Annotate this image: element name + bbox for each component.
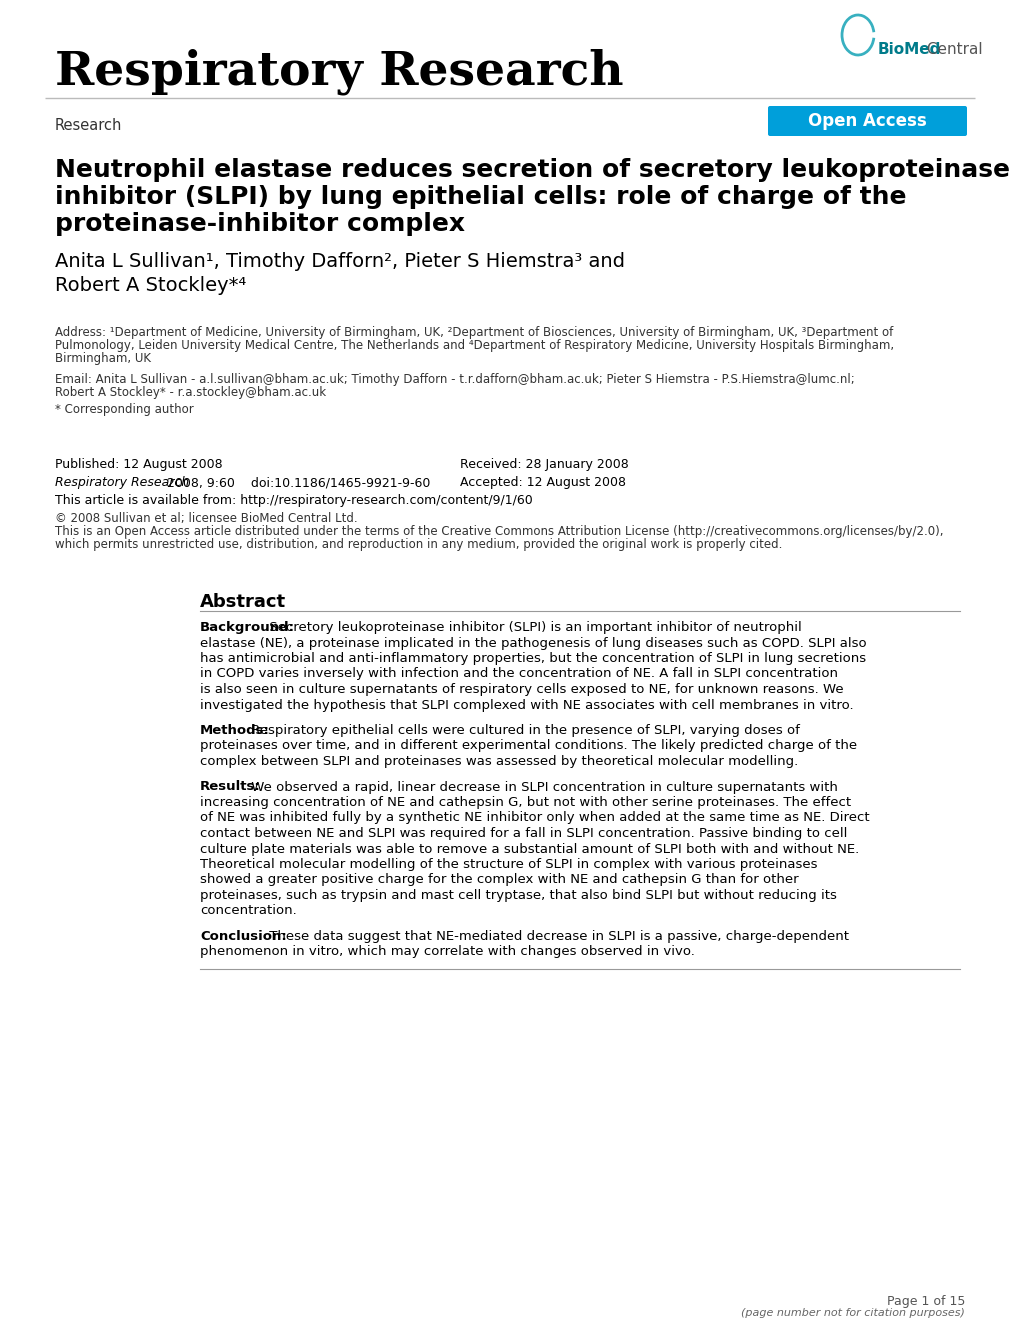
Text: Page 1 of 15: Page 1 of 15: [886, 1295, 964, 1308]
Text: Pulmonology, Leiden University Medical Centre, The Netherlands and ⁴Department o: Pulmonology, Leiden University Medical C…: [55, 339, 894, 352]
Text: Accepted: 12 August 2008: Accepted: 12 August 2008: [460, 477, 626, 489]
Text: © 2008 Sullivan et al; licensee BioMed Central Ltd.: © 2008 Sullivan et al; licensee BioMed C…: [55, 512, 358, 526]
Text: contact between NE and SLPI was required for a fall in SLPI concentration. Passi: contact between NE and SLPI was required…: [200, 828, 847, 839]
Text: Secretory leukoproteinase inhibitor (SLPI) is an important inhibitor of neutroph: Secretory leukoproteinase inhibitor (SLP…: [265, 621, 801, 634]
Text: which permits unrestricted use, distribution, and reproduction in any medium, pr: which permits unrestricted use, distribu…: [55, 538, 782, 551]
Text: concentration.: concentration.: [200, 904, 297, 918]
Text: Open Access: Open Access: [807, 113, 926, 130]
Text: Birmingham, UK: Birmingham, UK: [55, 352, 151, 365]
Text: Robert A Stockley* - r.a.stockley@bham.ac.uk: Robert A Stockley* - r.a.stockley@bham.a…: [55, 387, 326, 399]
Text: This is an Open Access article distributed under the terms of the Creative Commo: This is an Open Access article distribut…: [55, 526, 943, 538]
Text: * Corresponding author: * Corresponding author: [55, 402, 194, 416]
Text: inhibitor (SLPI) by lung epithelial cells: role of charge of the: inhibitor (SLPI) by lung epithelial cell…: [55, 185, 906, 209]
Text: elastase (NE), a proteinase implicated in the pathogenesis of lung diseases such: elastase (NE), a proteinase implicated i…: [200, 637, 866, 650]
Text: investigated the hypothesis that SLPI complexed with NE associates with cell mem: investigated the hypothesis that SLPI co…: [200, 699, 853, 711]
Text: Respiratory Research: Respiratory Research: [55, 477, 189, 489]
Text: increasing concentration of NE and cathepsin G, but not with other serine protei: increasing concentration of NE and cathe…: [200, 796, 850, 809]
Text: Respiratory epithelial cells were cultured in the presence of SLPI, varying dose: Respiratory epithelial cells were cultur…: [247, 724, 799, 737]
Text: These data suggest that NE-mediated decrease in SLPI is a passive, charge-depend: These data suggest that NE-mediated decr…: [265, 929, 848, 943]
Text: Anita L Sullivan¹, Timothy Dafforn², Pieter S Hiemstra³ and: Anita L Sullivan¹, Timothy Dafforn², Pie…: [55, 252, 625, 271]
Text: Neutrophil elastase reduces secretion of secretory leukoproteinase: Neutrophil elastase reduces secretion of…: [55, 158, 1009, 181]
Text: phenomenon in vitro, which may correlate with changes observed in vivo.: phenomenon in vitro, which may correlate…: [200, 945, 694, 959]
Text: Email: Anita L Sullivan - a.l.sullivan@bham.ac.uk; Timothy Dafforn - t.r.dafforn: Email: Anita L Sullivan - a.l.sullivan@b…: [55, 373, 854, 387]
Text: Published: 12 August 2008: Published: 12 August 2008: [55, 458, 222, 471]
Text: (page number not for citation purposes): (page number not for citation purposes): [741, 1308, 964, 1317]
Text: of NE was inhibited fully by a synthetic NE inhibitor only when added at the sam: of NE was inhibited fully by a synthetic…: [200, 812, 869, 825]
Text: Robert A Stockley*⁴: Robert A Stockley*⁴: [55, 275, 246, 295]
Text: Central: Central: [921, 42, 981, 57]
Text: in COPD varies inversely with infection and the concentration of NE. A fall in S: in COPD varies inversely with infection …: [200, 667, 838, 681]
Text: Theoretical molecular modelling of the structure of SLPI in complex with various: Theoretical molecular modelling of the s…: [200, 858, 816, 871]
FancyBboxPatch shape: [767, 106, 966, 136]
Text: This article is available from: http://respiratory-research.com/content/9/1/60: This article is available from: http://r…: [55, 494, 532, 507]
Text: We observed a rapid, linear decrease in SLPI concentration in culture supernatan: We observed a rapid, linear decrease in …: [247, 781, 838, 793]
Text: Background:: Background:: [200, 621, 294, 634]
Text: BioMed: BioMed: [877, 42, 941, 57]
Text: has antimicrobial and anti-inflammatory properties, but the concentration of SLP: has antimicrobial and anti-inflammatory …: [200, 651, 865, 665]
Text: Abstract: Abstract: [200, 593, 286, 610]
Text: Conclusion:: Conclusion:: [200, 929, 286, 943]
Text: complex between SLPI and proteinases was assessed by theoretical molecular model: complex between SLPI and proteinases was…: [200, 755, 798, 768]
Text: Respiratory Research: Respiratory Research: [55, 49, 623, 95]
Text: proteinase-inhibitor complex: proteinase-inhibitor complex: [55, 212, 465, 236]
Text: culture plate materials was able to remove a substantial amount of SLPI both wit: culture plate materials was able to remo…: [200, 842, 858, 855]
Text: proteinases over time, and in different experimental conditions. The likely pred: proteinases over time, and in different …: [200, 740, 856, 752]
Text: Research: Research: [55, 118, 122, 132]
Text: Results:: Results:: [200, 781, 261, 793]
Text: 2008, 9:60    doi:10.1186/1465-9921-9-60: 2008, 9:60 doi:10.1186/1465-9921-9-60: [163, 477, 430, 489]
Text: Methods:: Methods:: [200, 724, 270, 737]
Text: is also seen in culture supernatants of respiratory cells exposed to NE, for unk: is also seen in culture supernatants of …: [200, 683, 843, 696]
Text: Received: 28 January 2008: Received: 28 January 2008: [460, 458, 628, 471]
Text: Address: ¹Department of Medicine, University of Birmingham, UK, ²Department of B: Address: ¹Department of Medicine, Univer…: [55, 326, 893, 339]
Text: showed a greater positive charge for the complex with NE and cathepsin G than fo: showed a greater positive charge for the…: [200, 874, 798, 887]
Text: proteinases, such as trypsin and mast cell tryptase, that also bind SLPI but wit: proteinases, such as trypsin and mast ce…: [200, 888, 836, 902]
